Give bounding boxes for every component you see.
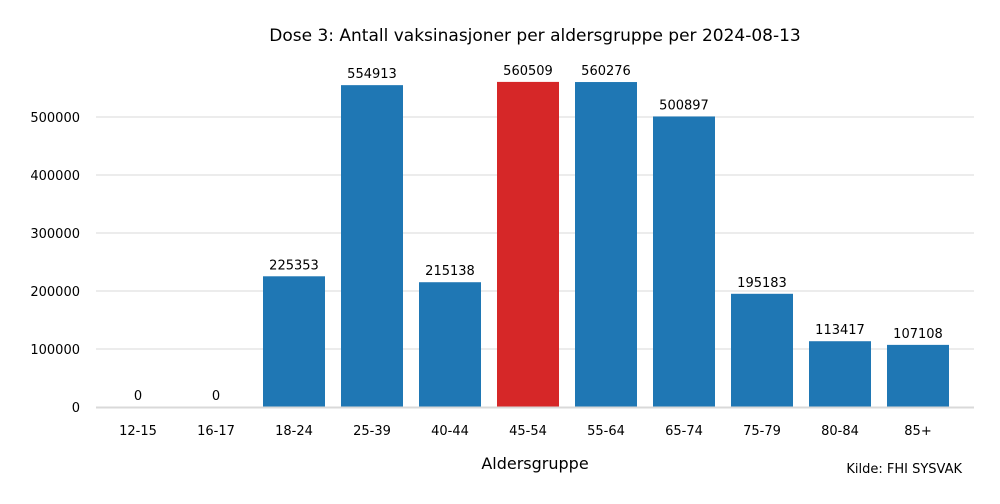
data-label: 225353 [269, 258, 319, 273]
x-tick-label: 40-44 [431, 424, 469, 439]
bar [809, 341, 871, 407]
x-tick-label: 80-84 [821, 424, 859, 439]
data-labels: 0 0 225353 554913 215138 560509 560276 500897 19… [134, 64, 943, 404]
x-tick-label: 45-54 [509, 424, 547, 439]
bar [419, 282, 481, 407]
x-axis-label: Aldersgruppe [481, 454, 588, 473]
y-tick-label: 500000 [30, 111, 80, 126]
chart-title: Dose 3: Antall vaksinasjoner per aldersg… [269, 26, 801, 46]
bar [887, 344, 949, 407]
x-tick-label: 16-17 [197, 424, 235, 439]
bar [341, 85, 403, 408]
data-label: 195183 [737, 276, 787, 291]
data-label: 107108 [893, 327, 943, 342]
x-tick-label: 85+ [904, 424, 931, 439]
data-label: 500897 [659, 98, 709, 113]
data-label: 113417 [815, 323, 865, 338]
source-note: Kilde: FHI SYSVAK [846, 462, 962, 477]
bar [731, 293, 793, 407]
y-axis-ticks: 0 100000 200000 300000 400000 500000 [30, 111, 80, 416]
y-tick-label: 300000 [30, 227, 80, 242]
x-tick-label: 12-15 [119, 424, 157, 439]
bar [263, 276, 325, 407]
x-tick-label: 75-79 [743, 424, 781, 439]
x-tick-label: 25-39 [353, 424, 391, 439]
bar [497, 81, 559, 407]
bar [575, 82, 637, 407]
data-label: 554913 [347, 67, 397, 82]
x-axis-ticks: 12-15 16-17 18-24 25-39 40-44 45-54 55-64 65-74… [119, 424, 932, 439]
data-label: 0 [134, 389, 142, 404]
bars [263, 81, 949, 408]
x-tick-label: 55-64 [587, 424, 625, 439]
x-tick-label: 18-24 [275, 424, 313, 439]
data-label: 560276 [581, 64, 631, 79]
x-tick-label: 65-74 [665, 424, 703, 439]
data-label: 0 [212, 389, 220, 404]
y-tick-label: 200000 [30, 285, 80, 300]
y-tick-label: 0 [72, 401, 80, 416]
y-tick-label: 400000 [30, 169, 80, 184]
y-tick-label: 100000 [30, 343, 80, 358]
data-label: 560509 [503, 64, 553, 79]
bar [653, 116, 715, 407]
data-label: 215138 [425, 264, 475, 279]
